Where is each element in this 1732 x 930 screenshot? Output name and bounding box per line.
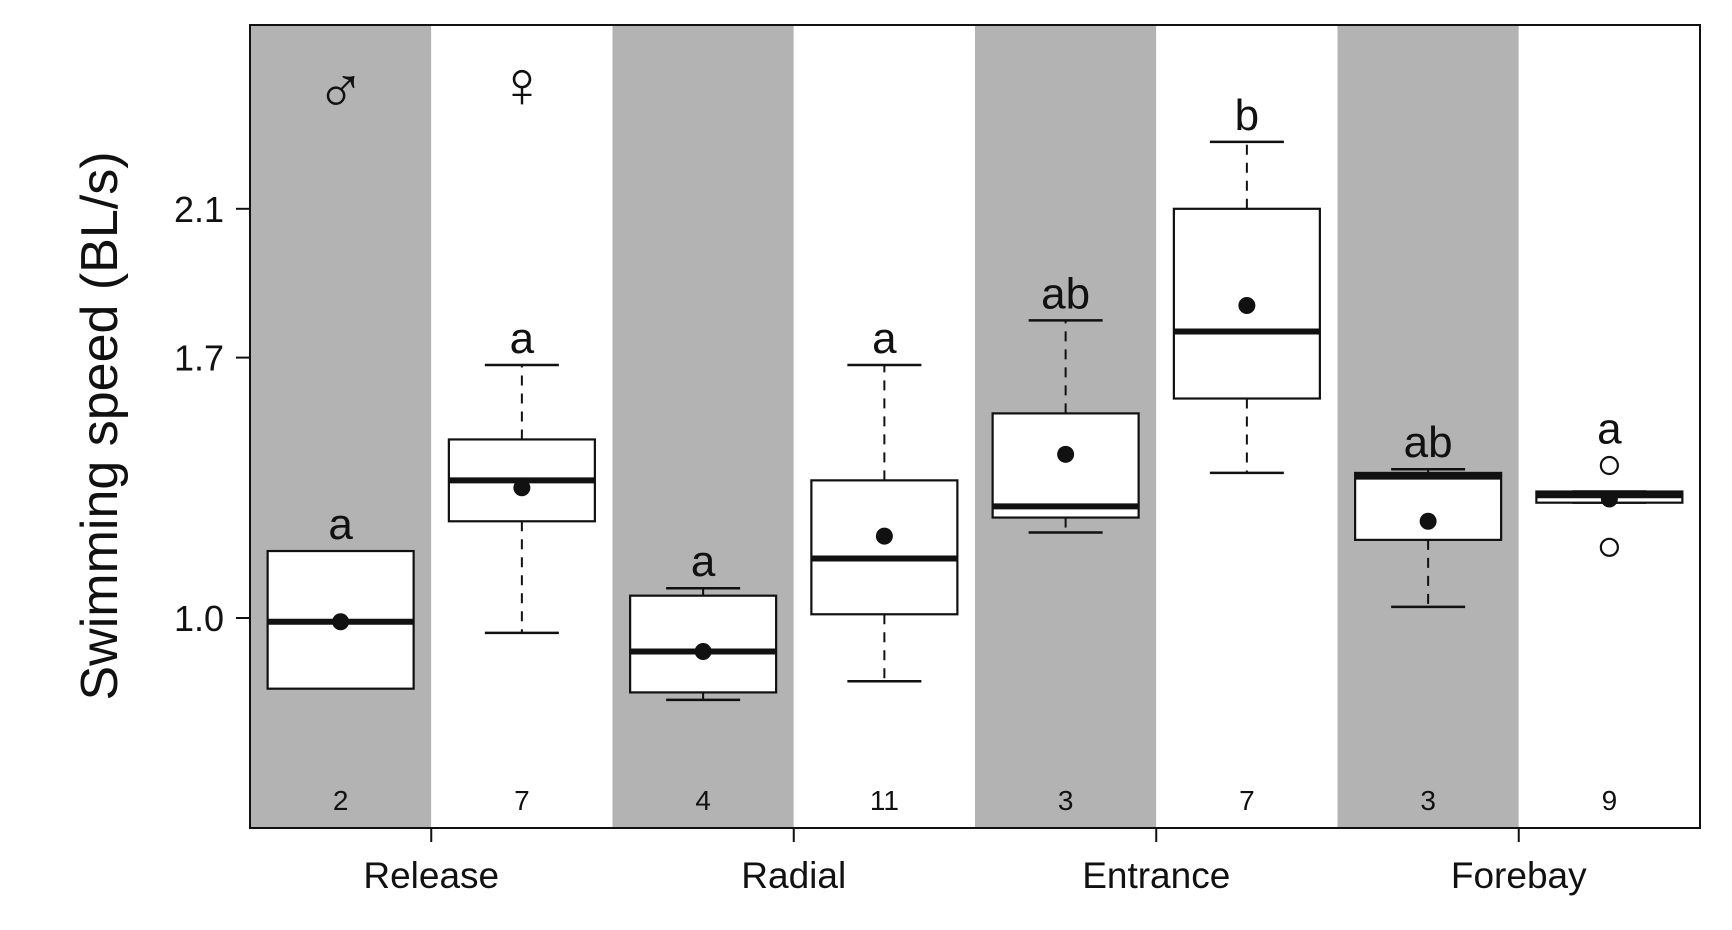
sample-size-label: 9 [1602, 785, 1618, 816]
box-release-male: a [266, 500, 415, 690]
group-background-bands [250, 25, 1700, 828]
x-category-label-forebay: Forebay [1451, 855, 1587, 896]
box-iqr [1354, 471, 1503, 541]
mean-point [1238, 297, 1256, 315]
mean-point [513, 479, 531, 497]
band-male-0 [250, 25, 432, 828]
box-radial-female: a [810, 314, 959, 683]
plot-frame [249, 24, 1701, 829]
sample-size-label: 7 [1239, 785, 1255, 816]
band-female-3 [793, 25, 975, 828]
box-iqr [810, 479, 959, 616]
mean-point [1419, 512, 1437, 530]
mean-point [875, 527, 893, 545]
significance-letter: ab [1041, 269, 1090, 318]
outlier-point [1599, 455, 1619, 476]
box-plot-series: a a a a ab b ab a [266, 91, 1684, 702]
significance-letter: a [1597, 404, 1622, 453]
band-male-6 [1337, 25, 1519, 828]
x-category-label-release: Release [363, 855, 499, 896]
male-symbol: ♂ [316, 53, 366, 127]
outlier-point [1599, 537, 1619, 557]
x-axis: Release Radial Entrance Forebay [363, 828, 1587, 896]
box-entrance-male: ab [991, 269, 1140, 534]
box-radial-male: a [629, 537, 778, 702]
sample-size-labels: 2 7 4 11 3 7 3 9 [333, 785, 1617, 816]
sample-size-label: 2 [333, 785, 349, 816]
sample-size-label: 3 [1058, 785, 1074, 816]
band-female-7 [1518, 25, 1700, 828]
sample-size-label: 3 [1420, 785, 1436, 816]
y-axis: 1.0 1.7 2.1 [174, 189, 250, 639]
significance-letter: b [1235, 91, 1259, 140]
significance-letter: a [691, 537, 716, 586]
sample-size-label: 4 [695, 785, 711, 816]
female-symbol: ♀ [497, 47, 547, 121]
mean-point [694, 642, 712, 660]
mean-point [332, 613, 350, 631]
y-axis-title: Swimming speed (BL/s) [71, 151, 129, 700]
box-iqr [991, 412, 1140, 519]
significance-letter: a [510, 314, 535, 363]
significance-letter: a [872, 314, 897, 363]
significance-letter: a [328, 500, 353, 549]
significance-letter: ab [1404, 418, 1453, 467]
box-release-female: a [447, 314, 596, 635]
box-forebay-male: ab [1354, 418, 1503, 609]
mean-point [1600, 490, 1618, 508]
band-male-2 [612, 25, 794, 828]
y-tick-label: 1.0 [174, 598, 224, 639]
box-entrance-female: b [1172, 91, 1321, 475]
mean-point [1057, 445, 1075, 463]
y-tick-label: 1.7 [174, 338, 224, 379]
x-category-label-radial: Radial [741, 855, 846, 896]
band-female-1 [431, 25, 613, 828]
sample-size-label: 7 [514, 785, 530, 816]
box-forebay-female: a [1535, 404, 1684, 557]
x-category-label-entrance: Entrance [1082, 855, 1230, 896]
sample-size-label: 11 [870, 785, 899, 816]
y-tick-label: 2.1 [174, 189, 224, 230]
sex-symbols: ♂ ♀ [316, 47, 547, 127]
